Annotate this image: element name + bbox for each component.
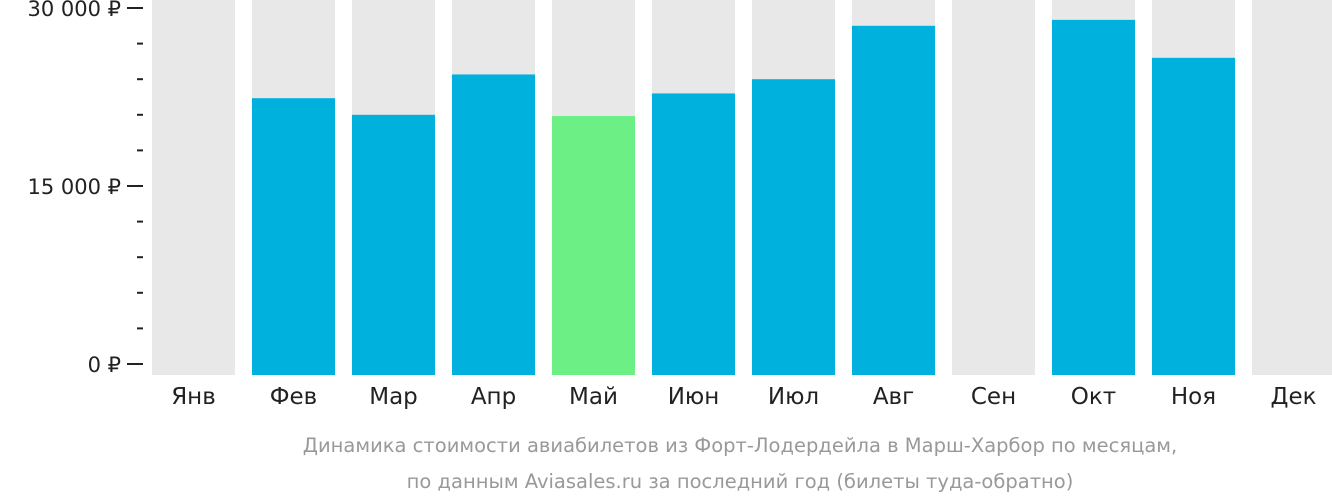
x-tick-label: Апр [471, 384, 516, 410]
x-tick-label: Фев [270, 384, 318, 410]
bar-5 [652, 93, 735, 375]
x-tick-label: Сен [971, 384, 1016, 410]
x-tick-label: Дек [1270, 384, 1316, 410]
background-column-11 [1252, 0, 1332, 375]
y-axis: 0 ₽ 15 000 ₽ 30 000 ₽ [27, 0, 143, 377]
bar-7 [852, 25, 935, 376]
bar-1 [252, 98, 335, 375]
y-tick-label: 30 000 ₽ [27, 0, 121, 21]
x-tick-label: Авг [873, 384, 914, 410]
chart-caption-line-2: по данным Aviasales.ru за последний год … [407, 470, 1074, 493]
x-tick-label: Май [569, 384, 618, 410]
x-tick-label: Июл [768, 384, 819, 410]
bar-2 [352, 114, 435, 376]
x-tick-label: Июн [668, 384, 720, 410]
x-tick-label: Ноя [1171, 384, 1216, 410]
bar-4 [552, 115, 635, 375]
background-column-8 [952, 0, 1035, 375]
background-column-0 [152, 0, 235, 375]
x-tick-label: Янв [171, 384, 216, 410]
y-tick-label: 15 000 ₽ [27, 175, 121, 199]
x-tick-label: Окт [1071, 384, 1116, 410]
bar-9 [1052, 19, 1135, 375]
chart-caption-line-1: Динамика стоимости авиабилетов из Форт-Л… [303, 434, 1177, 457]
bar-10 [1152, 57, 1235, 376]
x-tick-label: Мар [369, 384, 418, 410]
bar-6 [752, 79, 835, 375]
x-axis-labels: Янв Фев Мар Апр Май Июн Июл Авг Сен Окт Ноя Дек [171, 384, 1316, 410]
bars [252, 19, 1235, 376]
y-tick-label: 0 ₽ [88, 353, 121, 377]
bar-3 [452, 74, 535, 375]
